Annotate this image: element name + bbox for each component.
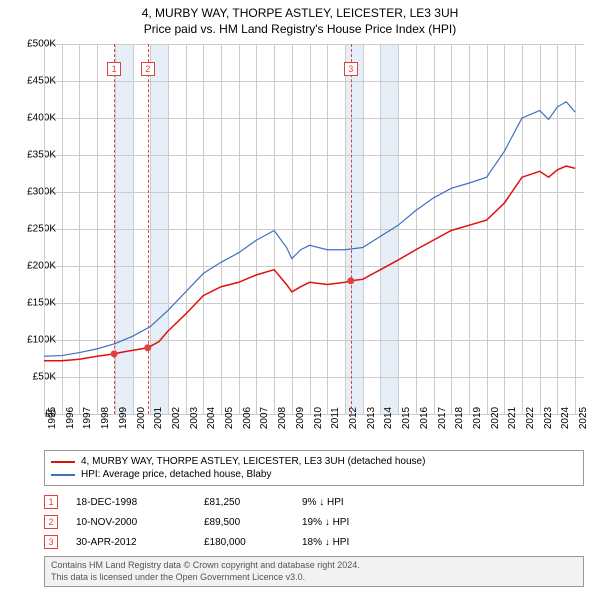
- legend-label: HPI: Average price, detached house, Blab…: [81, 469, 272, 480]
- txn-price: £180,000: [204, 537, 284, 548]
- transactions-table: 1 18-DEC-1998 £81,250 9% ↓ HPI 2 10-NOV-2000 £…: [44, 492, 584, 552]
- title-line1: 4, MURBY WAY, THORPE ASTLEY, LEICESTER, …: [0, 0, 600, 20]
- sale-dot: [347, 277, 354, 284]
- transaction-row: 1 18-DEC-1998 £81,250 9% ↓ HPI: [44, 492, 584, 512]
- txn-marker: 1: [44, 495, 58, 509]
- txn-date: 30-APR-2012: [76, 537, 186, 548]
- txn-date: 18-DEC-1998: [76, 497, 186, 508]
- legend: 4, MURBY WAY, THORPE ASTLEY, LEICESTER, …: [44, 450, 584, 486]
- legend-item: 4, MURBY WAY, THORPE ASTLEY, LEICESTER, …: [51, 455, 577, 468]
- series-hpi: [44, 102, 575, 357]
- footer-line1: Contains HM Land Registry data © Crown c…: [51, 560, 577, 572]
- txn-price: £81,250: [204, 497, 284, 508]
- txn-diff: 18% ↓ HPI: [302, 537, 402, 548]
- chart-container: 4, MURBY WAY, THORPE ASTLEY, LEICESTER, …: [0, 0, 600, 590]
- txn-marker: 2: [44, 515, 58, 529]
- title-line2: Price paid vs. HM Land Registry's House …: [0, 20, 600, 36]
- legend-label: 4, MURBY WAY, THORPE ASTLEY, LEICESTER, …: [81, 456, 425, 467]
- transaction-row: 3 30-APR-2012 £180,000 18% ↓ HPI: [44, 532, 584, 552]
- footer-line2: This data is licensed under the Open Gov…: [51, 572, 577, 584]
- txn-date: 10-NOV-2000: [76, 517, 186, 528]
- sale-dot: [111, 350, 118, 357]
- line-series-svg: [44, 44, 584, 414]
- legend-item: HPI: Average price, detached house, Blab…: [51, 468, 577, 481]
- txn-diff: 19% ↓ HPI: [302, 517, 402, 528]
- series-price_paid: [44, 166, 575, 361]
- sale-dot: [144, 344, 151, 351]
- txn-marker: 3: [44, 535, 58, 549]
- footer-attribution: Contains HM Land Registry data © Crown c…: [44, 556, 584, 587]
- legend-swatch: [51, 461, 75, 463]
- txn-diff: 9% ↓ HPI: [302, 497, 402, 508]
- transaction-row: 2 10-NOV-2000 £89,500 19% ↓ HPI: [44, 512, 584, 532]
- legend-swatch: [51, 474, 75, 476]
- txn-price: £89,500: [204, 517, 284, 528]
